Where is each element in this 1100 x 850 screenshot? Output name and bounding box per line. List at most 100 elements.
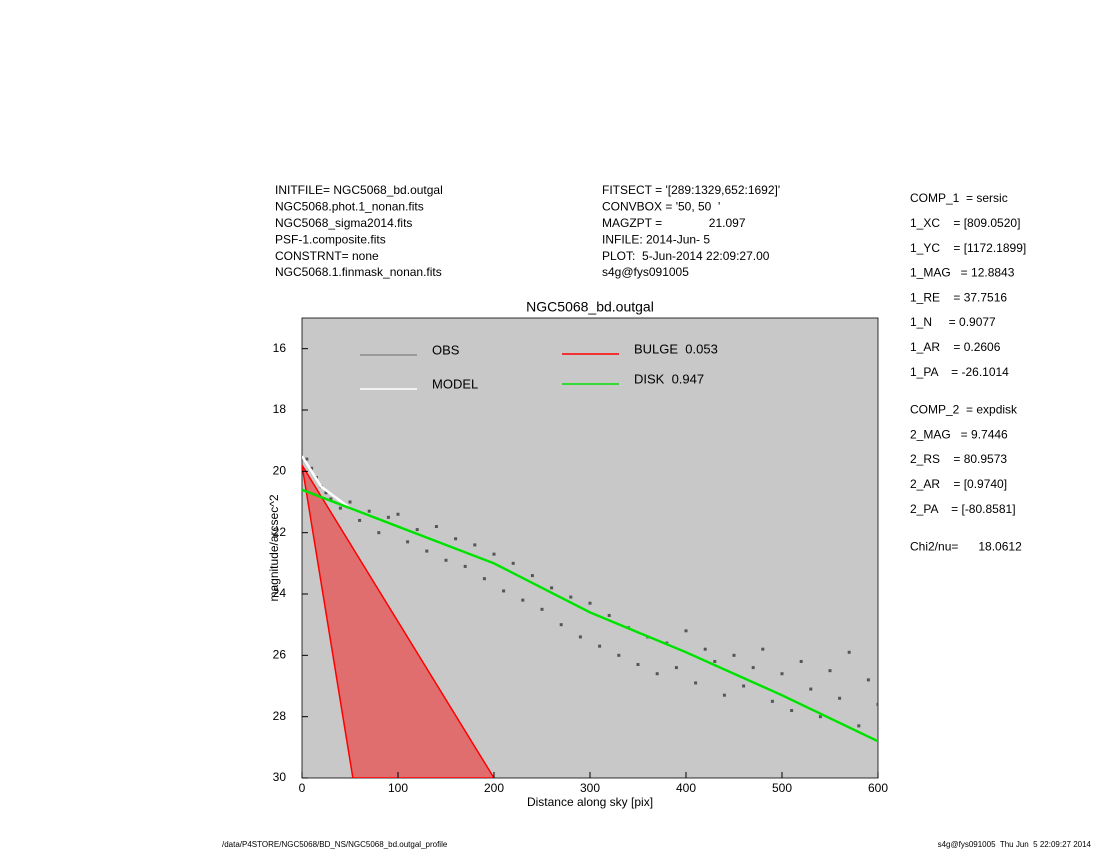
obs-point (674, 666, 678, 670)
obs-point (454, 537, 458, 541)
x-tick-label: 100 (388, 781, 408, 795)
obs-point (770, 699, 774, 703)
obs-point (540, 607, 544, 611)
obs-point (406, 540, 410, 544)
obs-point (857, 724, 861, 728)
y-tick-label: 22 (273, 525, 287, 539)
obs-point (358, 518, 362, 522)
x-tick-label: 200 (484, 781, 504, 795)
obs-point (636, 663, 640, 667)
obs-point (799, 659, 803, 663)
obs-point (511, 561, 515, 565)
obs-point (324, 491, 328, 495)
obs-point (598, 644, 602, 648)
obs-point (838, 696, 842, 700)
obs-point (828, 669, 832, 673)
param-text: COMP_1 = sersic (910, 191, 1008, 205)
obs-point (809, 687, 813, 691)
obs-point (780, 672, 784, 676)
obs-point (492, 552, 496, 556)
footer-left: /data/P4STORE/NGC5068/BD_NS/NGC5068_bd.o… (222, 840, 448, 849)
obs-point (521, 598, 525, 602)
y-tick-label: 30 (273, 770, 287, 784)
footer-right: s4g@fys091005 Thu Jun 5 22:09:27 2014 (938, 840, 1092, 849)
header-text: s4g@fys091005 (602, 265, 689, 279)
y-tick-label: 28 (273, 709, 287, 723)
header-text: NGC5068.phot.1_nonan.fits (275, 200, 424, 214)
obs-point (713, 659, 717, 663)
bulge-area (302, 464, 495, 778)
x-tick-label: 400 (676, 781, 696, 795)
obs-point (348, 500, 352, 504)
x-axis-label: Distance along sky [pix] (527, 795, 653, 809)
x-tick-label: 300 (580, 781, 600, 795)
obs-point (473, 543, 477, 547)
param-text: 2_PA = [-80.8581] (910, 502, 1016, 516)
obs-point (617, 653, 621, 657)
obs-point (742, 684, 746, 688)
header-text: INITFILE= NGC5068_bd.outgal (275, 183, 443, 197)
obs-point (818, 715, 822, 719)
obs-point (396, 512, 400, 516)
obs-point (761, 647, 765, 651)
obs-point (550, 586, 554, 590)
header-text: FITSECT = '[289:1329,652:1692]' (602, 183, 780, 197)
param-text: COMP_2 = expdisk (910, 403, 1018, 417)
y-axis-label: magnitude/arcsec^2 (267, 494, 281, 601)
obs-point (367, 509, 371, 513)
obs-point (722, 693, 726, 697)
header-text: CONSTRNT= none (275, 249, 379, 263)
obs-point (482, 577, 486, 581)
obs-point (425, 549, 429, 553)
y-tick-label: 24 (273, 586, 287, 600)
param-text: 2_RS = 80.9573 (910, 452, 1007, 466)
obs-point (434, 525, 438, 529)
obs-point (876, 702, 878, 706)
obs-point (607, 613, 611, 617)
legend-label: DISK 0.947 (634, 371, 704, 386)
obs-point (847, 650, 851, 654)
header-text: CONVBOX = '50, 50 ' (602, 200, 720, 214)
plot-background (301, 317, 879, 779)
obs-point (588, 601, 592, 605)
obs-point (386, 515, 390, 519)
obs-point (377, 531, 381, 535)
legend-label: BULGE 0.053 (634, 341, 718, 356)
obs-point (732, 653, 736, 657)
obs-point (338, 506, 342, 510)
param-text: 2_AR = [0.9740] (910, 477, 1007, 491)
profile-line (302, 488, 878, 743)
header-text: NGC5068_sigma2014.fits (275, 216, 412, 230)
obs-point (790, 709, 794, 713)
header-text: PLOT: 5-Jun-2014 22:09:27.00 (602, 249, 770, 263)
obs-point (578, 635, 582, 639)
obs-point (684, 629, 688, 633)
param-text: 1_N = 0.9077 (910, 315, 996, 329)
param-text: 1_AR = 0.2606 (910, 340, 1001, 354)
header-text: INFILE: 2014-Jun- 5 (602, 232, 710, 246)
obs-point (569, 595, 573, 599)
param-text: 1_PA = -26.1014 (910, 365, 1009, 379)
header-text: NGC5068.1.finmask_nonan.fits (275, 265, 442, 279)
param-text: Chi2/nu= 18.0612 (910, 540, 1022, 554)
obs-point (703, 647, 707, 651)
y-tick-label: 26 (273, 648, 287, 662)
chart-title: NGC5068_bd.outgal (526, 299, 654, 315)
obs-point (305, 457, 309, 461)
obs-point (751, 666, 755, 670)
obs-point (530, 574, 534, 578)
obs-point (329, 497, 333, 501)
y-tick-label: 16 (273, 341, 287, 355)
obs-point (463, 564, 467, 568)
x-tick-label: 600 (868, 781, 888, 795)
header-text: MAGZPT = 21.097 (602, 216, 746, 230)
obs-point (655, 672, 659, 676)
obs-point (415, 528, 419, 532)
obs-point (866, 678, 870, 682)
y-tick-label: 20 (273, 464, 287, 478)
param-text: 1_XC = [809.0520] (910, 216, 1020, 230)
y-tick-label: 18 (273, 402, 287, 416)
obs-point (310, 466, 314, 470)
x-tick-label: 0 (299, 781, 306, 795)
